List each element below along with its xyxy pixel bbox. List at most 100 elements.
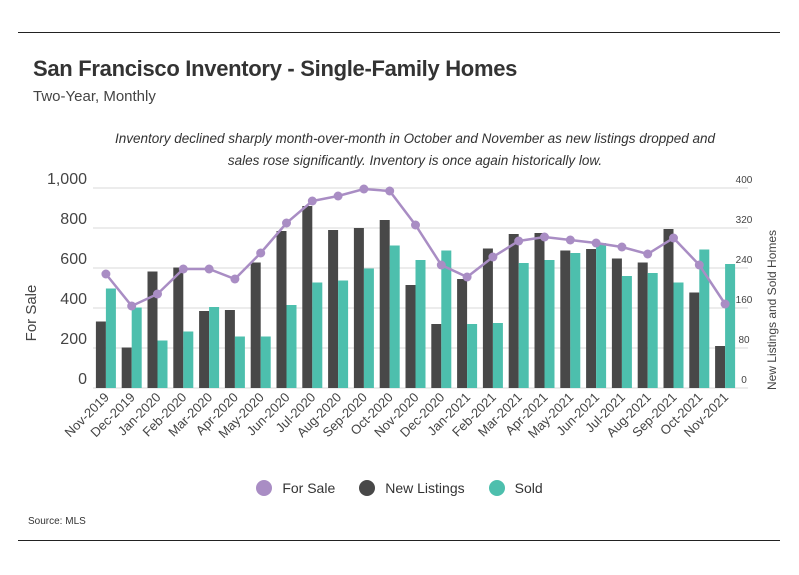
point-for-sale [540,232,549,242]
legend-item-new-listings[interactable]: New Listings [359,480,465,496]
bar-sold [673,282,684,388]
bar-new-listings [379,220,390,388]
point-for-sale [694,260,704,270]
chart-annotation: Inventory declined sharply month-over-mo… [114,131,716,168]
bar-sold [389,245,400,388]
bar-sold [699,249,710,388]
bar-new-listings [586,249,597,388]
bar-sold [467,324,478,388]
point-for-sale [204,264,214,274]
bar-sold [209,307,220,388]
y-tick-label-right: 320 [736,215,753,226]
y-tick-label-left: 0 [78,371,87,388]
bar-sold [105,288,116,388]
bar-new-listings [276,231,287,388]
legend-swatch-for-sale [256,480,273,496]
legend-item-for-sale[interactable]: For Sale [256,480,335,496]
legend-swatch-new-listings [359,480,376,496]
point-for-sale [153,289,162,299]
point-for-sale [514,236,524,246]
bar-new-listings [121,347,132,388]
point-for-sale [462,272,472,282]
bar-sold [596,243,607,388]
bar-sold [312,282,323,388]
bar-new-listings [250,262,261,388]
bar-new-listings [663,229,674,388]
y-tick-label-left: 800 [60,211,87,228]
bar-new-listings [353,228,364,388]
y-axis-title-right: New Listings and Sold Homes [765,230,779,390]
point-for-sale [256,248,266,258]
bar-sold [260,336,271,388]
bar-sold [570,253,581,388]
bar-sold [286,305,297,388]
bar-sold [131,307,142,388]
bar-sold [647,273,658,388]
bar-sold [492,323,503,388]
bar-new-listings [302,206,313,388]
bar-new-listings [508,234,519,388]
bar-sold [441,250,452,388]
point-for-sale [411,220,420,230]
point-for-sale [282,218,291,228]
point-for-sale [591,238,601,248]
bar-new-listings [482,248,493,388]
bar-new-listings [611,258,622,388]
point-for-sale [127,301,137,311]
y-tick-label-right: 400 [736,175,753,186]
bar-new-listings [689,292,700,388]
bar-sold [234,336,245,388]
bottom-rule [18,540,780,541]
chart-title: San Francisco Inventory - Single-Family … [33,56,518,81]
top-rule [18,32,780,33]
point-for-sale [101,269,111,279]
bar-new-listings [147,271,158,388]
bar-new-listings [715,346,726,388]
y-tick-label-right: 80 [738,335,750,346]
chart-legend: For Sale New Listings Sold [0,480,799,496]
point-for-sale [307,196,317,206]
bar-new-listings [457,279,468,388]
source-note: Source: MLS [28,516,86,527]
point-for-sale [230,274,240,284]
bar-new-listings [224,310,235,388]
legend-item-sold[interactable]: Sold [488,480,543,496]
y-tick-label-left: 1,000 [47,171,87,188]
legend-label-new-listings: New Listings [385,480,465,496]
bar-sold [725,264,736,388]
y-tick-label-right: 240 [736,255,753,266]
legend-swatch-sold [488,480,505,496]
y-tick-label-right: 160 [736,295,753,306]
bar-new-listings [173,267,184,388]
bar-new-listings [199,311,210,388]
point-for-sale [385,186,395,196]
point-for-sale [436,260,446,270]
point-for-sale [178,264,188,274]
bar-new-listings [560,250,571,388]
point-for-sale [359,184,369,194]
bar-sold [621,276,632,388]
legend-label-for-sale: For Sale [282,480,336,496]
bar-sold [157,340,168,388]
bar-new-listings [637,262,648,388]
y-tick-label-right: 0 [741,375,747,386]
bar-new-listings [405,285,416,388]
bar-new-listings [431,324,442,388]
bar-new-listings [328,230,339,388]
point-for-sale [720,299,730,309]
bar-sold [518,263,529,388]
point-for-sale [617,242,627,252]
y-tick-label-left: 400 [60,291,87,308]
bar-sold [338,280,349,388]
bar-new-listings [95,321,106,388]
point-for-sale [488,252,498,262]
legend-label-sold: Sold [514,480,543,496]
bar-sold [183,331,194,388]
bar-new-listings [534,233,545,388]
point-for-sale [643,249,653,259]
y-tick-label-left: 600 [60,251,87,268]
chart-subtitle: Two-Year, Monthly [33,88,156,105]
y-axis-title-left: For Sale [23,285,40,342]
point-for-sale [565,235,575,245]
